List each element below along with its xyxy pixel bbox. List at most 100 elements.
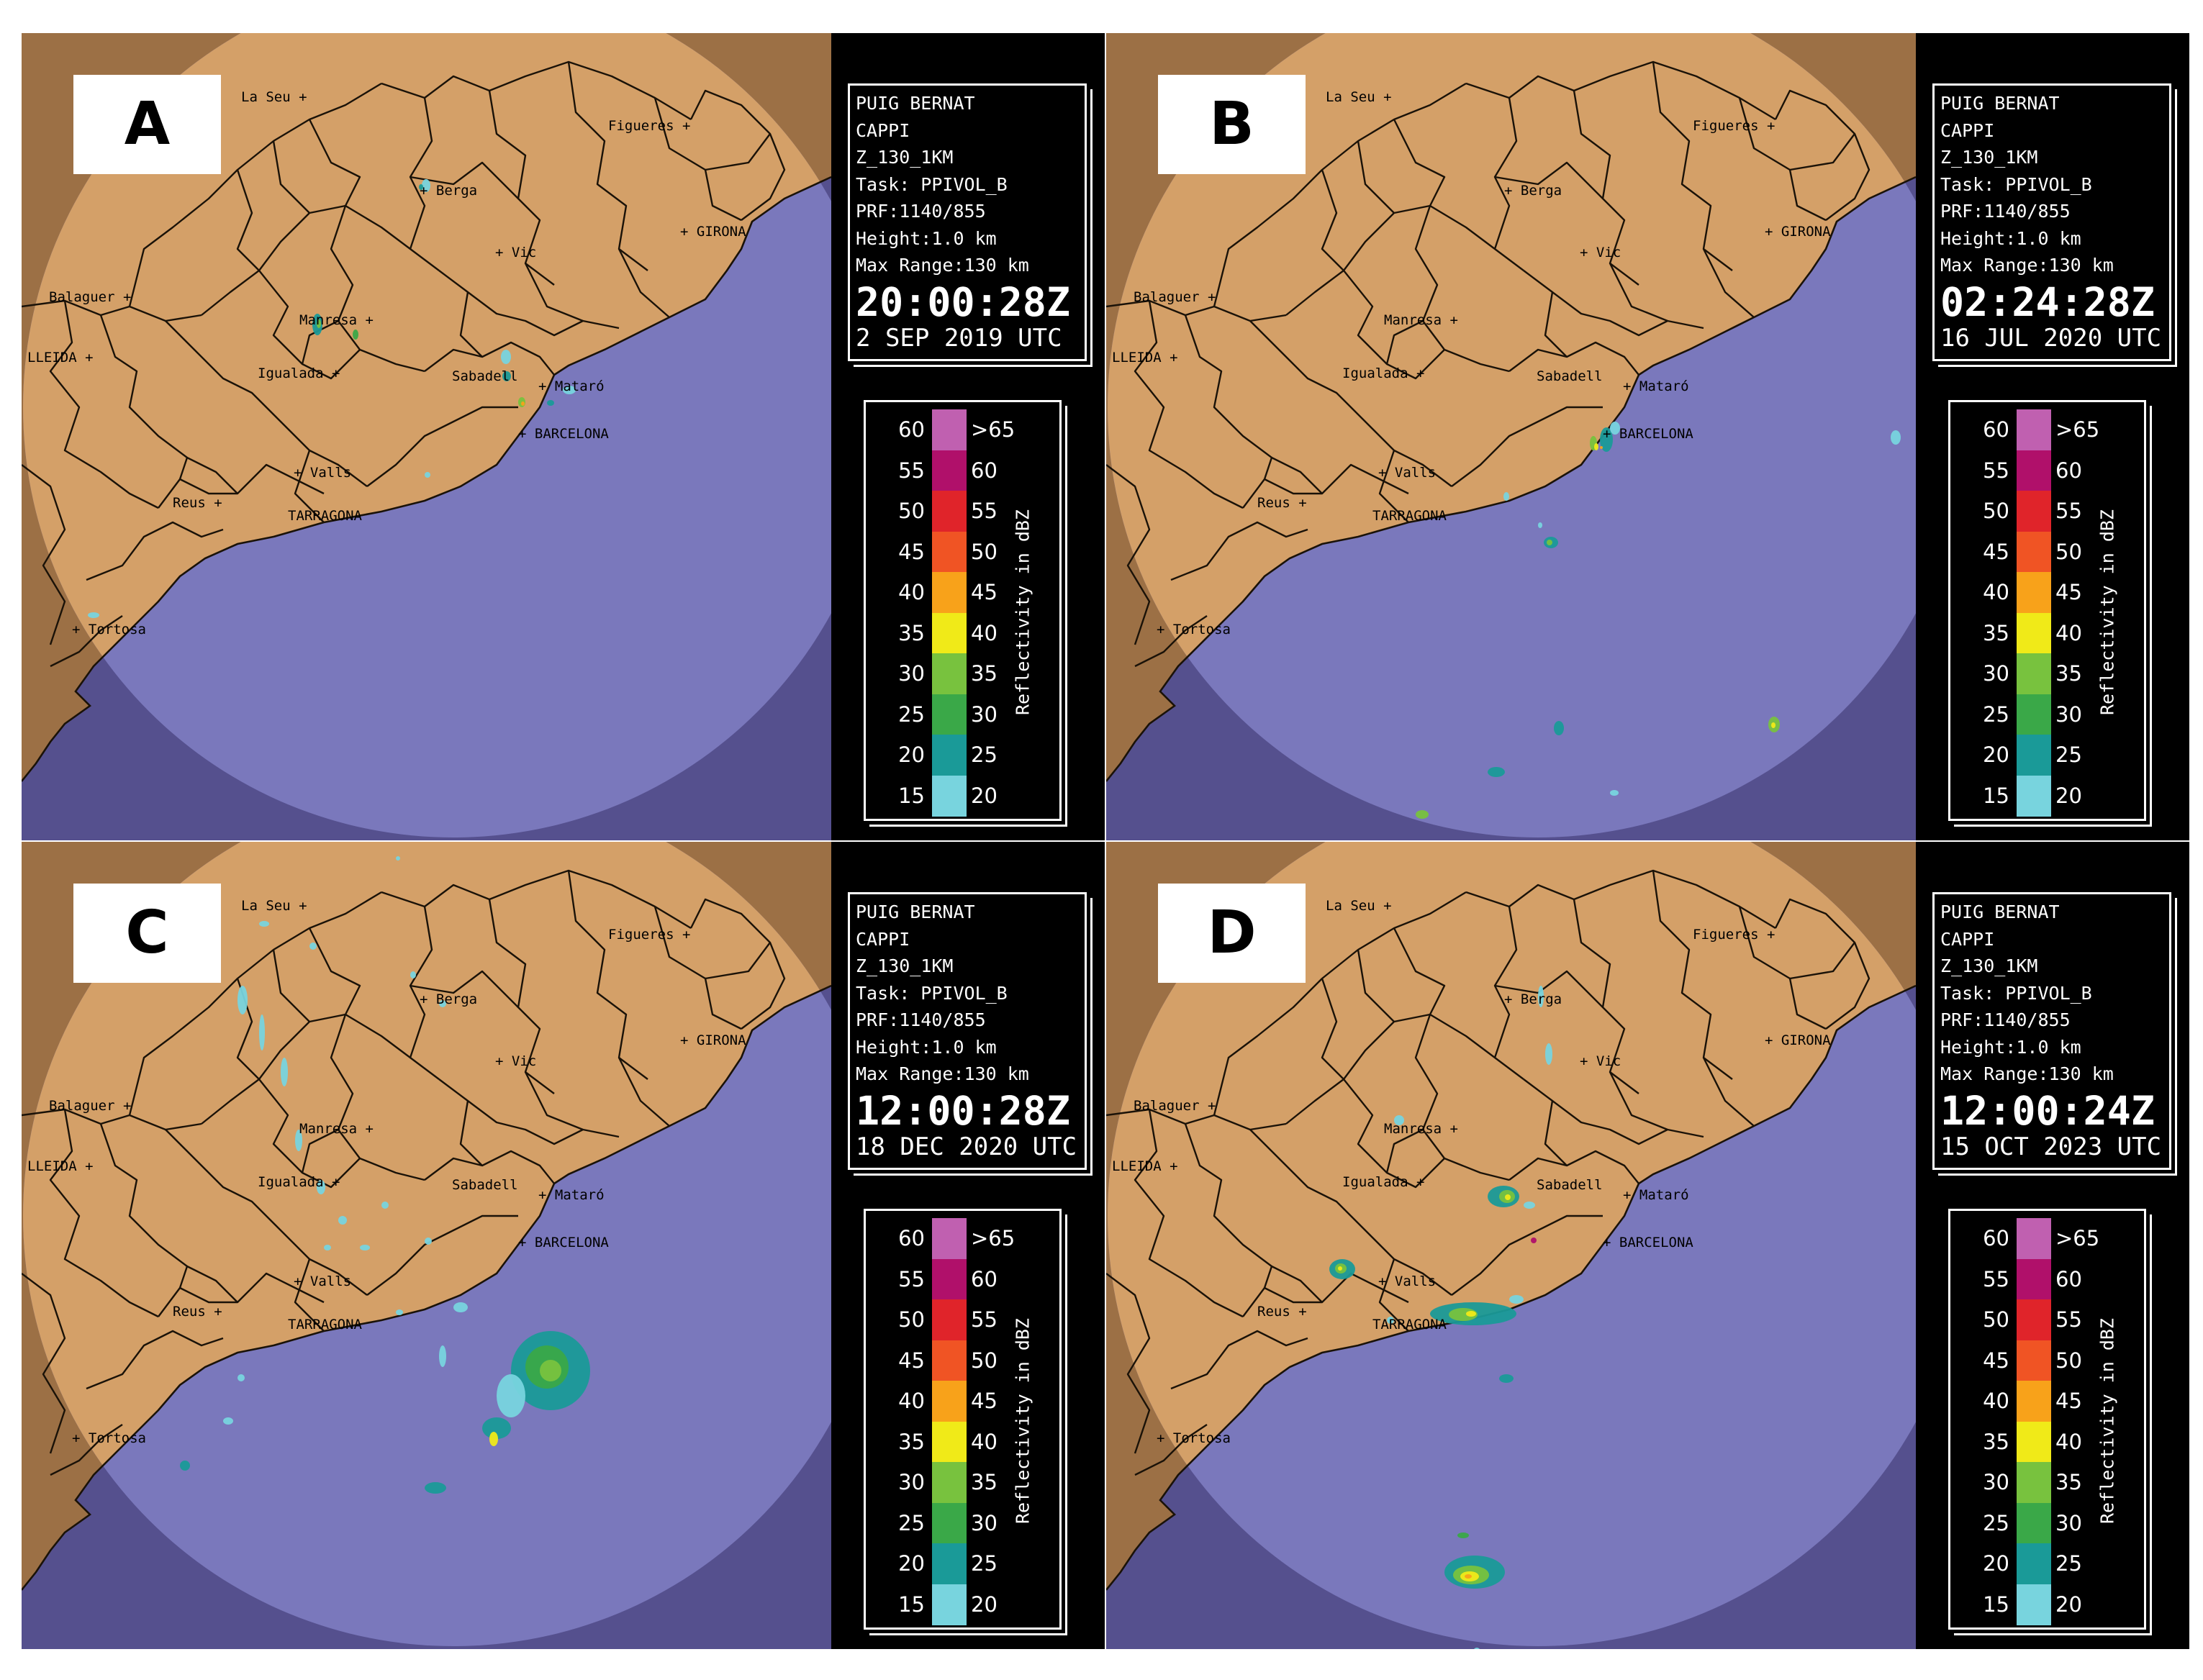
legend-upper-bound: 25 bbox=[2055, 743, 2082, 767]
comarca-border bbox=[1106, 299, 1287, 322]
city-label: + Berga bbox=[420, 183, 478, 199]
info-line: CAPPI bbox=[856, 119, 910, 141]
legend-swatch bbox=[2017, 1543, 2051, 1584]
city-label: + BARCELONA bbox=[518, 1235, 609, 1250]
comarca-border bbox=[1789, 942, 1855, 980]
echo-cell bbox=[1387, 1317, 1394, 1324]
legend-lower-bound: 55 bbox=[898, 1266, 925, 1291]
echo-cell bbox=[281, 1058, 288, 1086]
reflectivity-legend: 60 >65 55 60 50 55 45 50 40 45 35 40 30 35 25 30 20 25 15 2… bbox=[864, 1209, 1062, 1630]
legend-row: 55 60 bbox=[1950, 450, 2094, 491]
legend-lower-bound: 40 bbox=[898, 580, 925, 604]
comarca-borders bbox=[22, 60, 786, 668]
legend-lower-bound: 25 bbox=[898, 701, 925, 727]
echo-cell bbox=[360, 1245, 370, 1250]
comarca-border bbox=[201, 1013, 346, 1125]
legend-upper-bound: 40 bbox=[2055, 620, 2082, 645]
comarca-border bbox=[366, 1214, 518, 1296]
scan-time: 12:00:24Z bbox=[1940, 1087, 2155, 1134]
echo-cell bbox=[453, 1302, 468, 1312]
info-line: PUIG BERNAT bbox=[856, 93, 975, 114]
echo-cell bbox=[547, 400, 554, 406]
city-label: + GIRONA bbox=[680, 224, 746, 240]
city-label: Manresa + bbox=[1384, 1121, 1458, 1137]
legend-upper-bound: 20 bbox=[971, 1592, 998, 1617]
legend-row: 35 40 bbox=[866, 1421, 1010, 1463]
comarca-borders bbox=[22, 869, 786, 1476]
scan-date: 2 SEP 2019 UTC bbox=[856, 323, 1062, 353]
echo-cell bbox=[1416, 810, 1429, 819]
echo-cell bbox=[1538, 986, 1544, 1007]
echo-cell bbox=[353, 330, 358, 340]
comarca-border bbox=[1357, 140, 1395, 214]
city-label: + Vic bbox=[495, 245, 537, 260]
coastline bbox=[1106, 176, 1916, 782]
legend-row: 15 20 bbox=[1950, 1584, 2094, 1625]
legend-row: 25 30 bbox=[1950, 694, 2094, 735]
legend-row: 55 60 bbox=[866, 1258, 1010, 1300]
comarca-border bbox=[1508, 341, 1639, 376]
legend-upper-bound: 55 bbox=[2055, 499, 2082, 523]
comarca-border bbox=[1343, 1079, 1445, 1189]
legend-swatch bbox=[932, 735, 967, 776]
legend-swatch bbox=[932, 1258, 967, 1300]
comarca-border bbox=[1184, 1123, 1323, 1303]
echo-cell bbox=[425, 472, 430, 478]
comarca-border bbox=[201, 204, 346, 316]
legend-lower-bound: 40 bbox=[1983, 580, 2009, 604]
city-label: Igualada + bbox=[1342, 1174, 1425, 1190]
city-label: Figueres + bbox=[1693, 118, 1775, 134]
info-line: Height:1.0 km bbox=[856, 227, 997, 249]
echo-cell bbox=[1465, 1574, 1472, 1579]
comarca-border bbox=[1106, 464, 1151, 645]
legend-lower-bound: 50 bbox=[898, 499, 925, 523]
city-label: + Tortosa bbox=[72, 1430, 146, 1446]
scan-time: 02:24:28Z bbox=[1940, 278, 2155, 325]
legend-row: 30 35 bbox=[1950, 653, 2094, 694]
comarca-border bbox=[1385, 319, 1424, 365]
legend-upper-bound: 45 bbox=[2055, 580, 2082, 604]
legend-upper-bound: 55 bbox=[2055, 1307, 2082, 1332]
comarca-border bbox=[1451, 406, 1603, 487]
echo-cell bbox=[1610, 790, 1619, 796]
info-line: Max Range:130 km bbox=[1940, 255, 2114, 276]
comarca-border bbox=[410, 161, 519, 199]
legend-upper-bound: 40 bbox=[2055, 1429, 2082, 1454]
legend-upper-bound: 50 bbox=[971, 1348, 998, 1373]
legend-lower-bound: 55 bbox=[898, 458, 925, 483]
comarca-border bbox=[424, 1150, 555, 1184]
comarca-border bbox=[22, 299, 202, 322]
city-label: Sabadell bbox=[452, 368, 518, 384]
legend-upper-bound: 35 bbox=[2055, 661, 2082, 686]
scan-time: 12:00:28Z bbox=[856, 1087, 1071, 1134]
city-label: + Valls bbox=[1378, 1273, 1437, 1289]
comarca-border bbox=[1702, 248, 1755, 318]
echo-cell bbox=[1524, 1202, 1535, 1209]
city-label: Manresa + bbox=[299, 312, 374, 328]
echo-cell bbox=[180, 1461, 190, 1471]
city-label: Manresa + bbox=[299, 1121, 374, 1137]
comarca-border bbox=[301, 319, 339, 365]
comarca-border bbox=[49, 300, 159, 509]
legend-swatch bbox=[2017, 735, 2051, 776]
info-line: PRF:1140/855 bbox=[1940, 1009, 2071, 1030]
info-line: Task: PPIVOL_B bbox=[856, 173, 1008, 195]
reflectivity-legend: 60 >65 55 60 50 55 45 50 40 45 35 40 30 35 25 30 20 25 15 2… bbox=[1948, 1209, 2146, 1630]
city-label: Balaguer + bbox=[49, 1098, 132, 1114]
legend-upper-bound: 25 bbox=[971, 743, 998, 767]
echo-cell bbox=[1600, 427, 1613, 452]
legend-upper-bound: 50 bbox=[2055, 1348, 2082, 1373]
legend-swatch bbox=[932, 450, 967, 491]
echo-cell bbox=[1891, 430, 1901, 445]
legend-lower-bound: 25 bbox=[1983, 701, 2009, 727]
comarca-border bbox=[1494, 970, 1603, 1008]
legend-swatch bbox=[2017, 1340, 2051, 1381]
legend-lower-bound: 30 bbox=[1983, 661, 2009, 686]
comarca-border bbox=[1378, 1258, 1409, 1332]
precipitation-echoes bbox=[1329, 986, 1552, 1649]
city-label: Igualada + bbox=[258, 1174, 340, 1190]
city-label: + Mataró bbox=[538, 1187, 605, 1203]
info-line: PUIG BERNAT bbox=[1940, 93, 2060, 114]
comarca-border bbox=[178, 457, 189, 480]
city-label: + Valls bbox=[1378, 465, 1437, 481]
